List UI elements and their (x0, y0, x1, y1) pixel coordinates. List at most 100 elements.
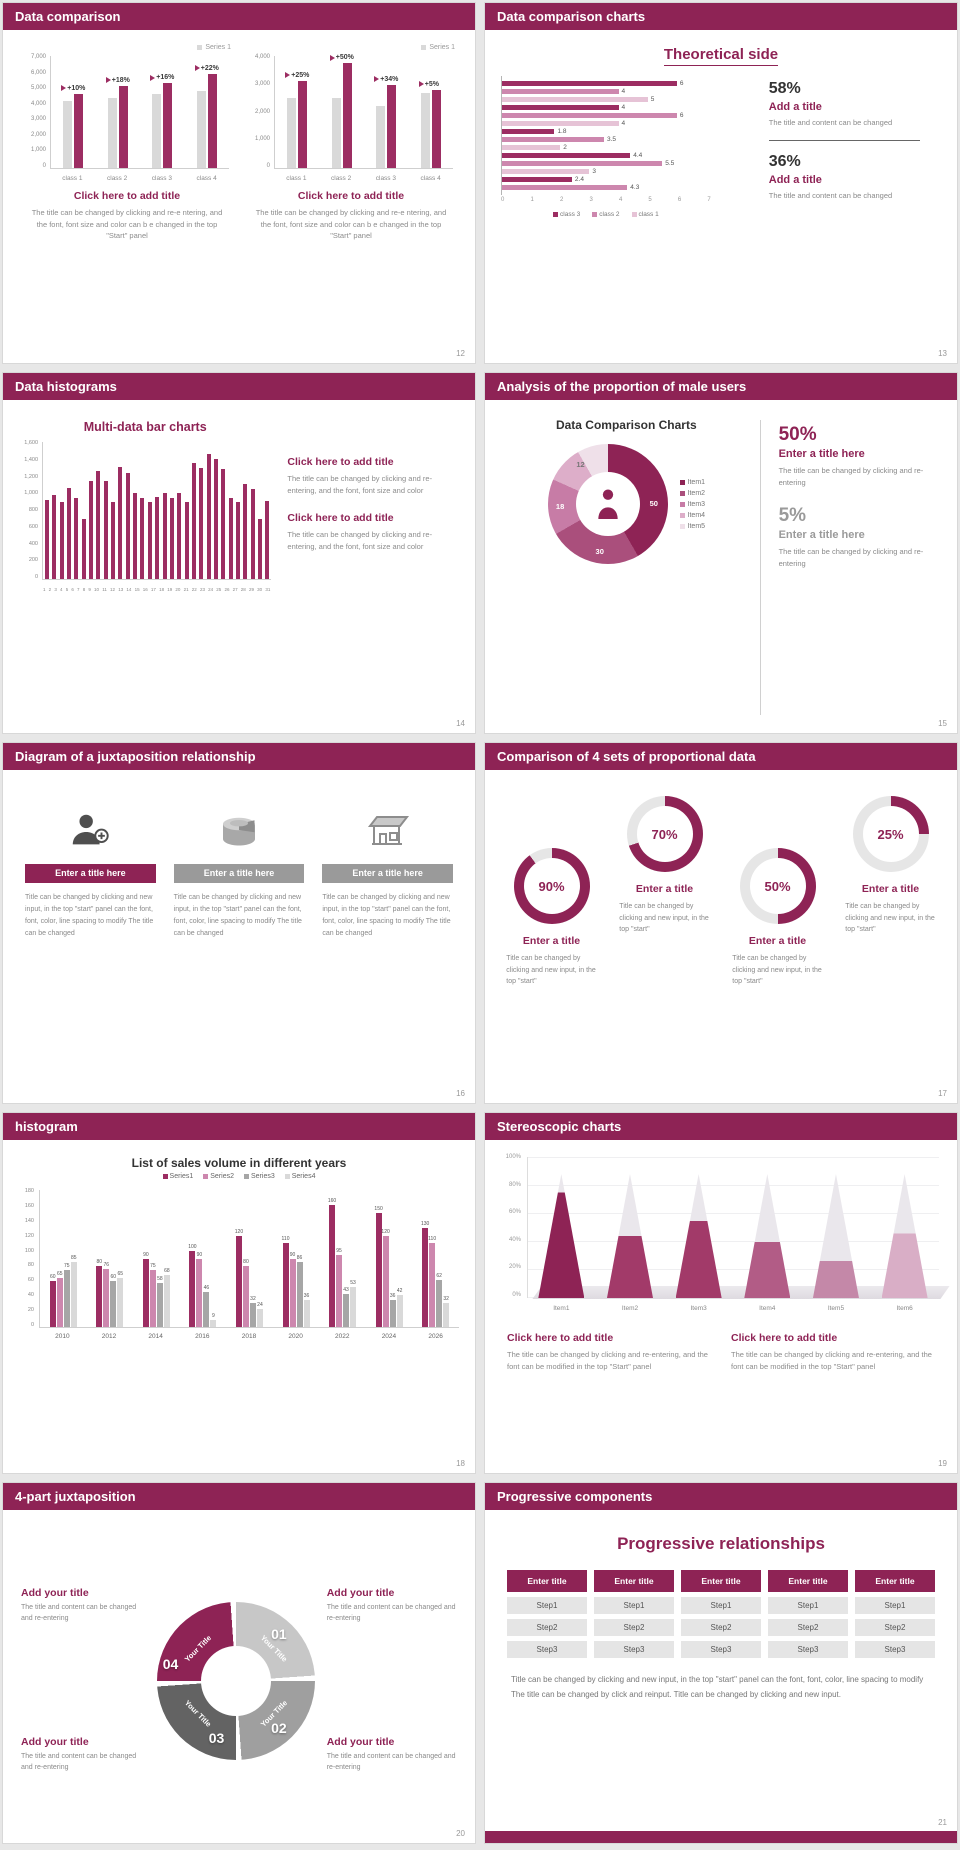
feature-column: Enter a title here Title can be changed b… (322, 790, 454, 1103)
bar-wrap: 32 (443, 1190, 450, 1327)
ring-description: Title can be changed by clicking and new… (619, 903, 709, 934)
bar (59, 501, 64, 579)
x-tick-label: 31 (265, 587, 271, 592)
feature-title-bar: Enter a title here (322, 864, 454, 883)
bar (282, 1243, 289, 1327)
x-axis-labels: class 1 class 2 class 3 class 4 (274, 175, 453, 182)
y-axis-labels: 4,000 3,000 2,000 1,000 0 (247, 54, 273, 169)
block-body: The title can be changed by clicking and… (255, 208, 447, 241)
bar-wrap: 42 (396, 1190, 403, 1327)
x-tick-label: 29 (248, 587, 254, 592)
legend-swatch (631, 212, 637, 217)
bar (396, 1295, 403, 1327)
page-number: 16 (456, 1089, 465, 1098)
wheel-center (200, 1645, 271, 1716)
slide-body: Multi-data bar charts 1,600 1,400 1,200 1,0… (3, 400, 475, 733)
hbar-value: 1.8 (557, 128, 567, 135)
y-axis-labels: 180 160 140 120 100 80 60 40 20 0 (19, 1188, 37, 1328)
hbar-row: 2.4 (502, 176, 751, 183)
bar (389, 1299, 396, 1327)
bar (257, 519, 262, 579)
hbar-value: 4 (621, 88, 626, 95)
slide-title-bar: Diagram of a juxtaposition relationship (3, 743, 475, 770)
legend-label: Series3 (251, 1173, 275, 1180)
x-axis-labels: 1 2 3 4 5 6 7 8 9 10 11 12 13 14 15 16 17 18 19 20 21 22 23 24 2… (42, 587, 271, 592)
base-bar (196, 91, 206, 168)
legend-swatch (244, 1174, 249, 1179)
legend-item: class 1 (631, 211, 659, 218)
growth-label: +22% (194, 65, 219, 72)
legend-swatch (592, 212, 598, 217)
slide-title: Data comparison (15, 9, 121, 24)
x-tick-label: 1 (530, 197, 534, 203)
growth-value: +5% (424, 80, 439, 88)
x-tick-label: 0 (501, 197, 505, 203)
legend-item: Series2 (203, 1173, 234, 1180)
bar-wrap: 75 (63, 1190, 70, 1327)
hbar-value: 3 (592, 168, 597, 175)
bar (249, 1302, 256, 1327)
x-tick-label: Item1 (553, 1305, 570, 1312)
slide-13-data-comparison-charts[interactable]: Data comparison charts Theoretical side … (484, 2, 958, 364)
bar-wrap: 85 (70, 1190, 77, 1327)
stats-column: 50% Enter a title here The title can be ch… (759, 420, 957, 715)
ring-percent: 70% (651, 826, 678, 842)
bar (118, 466, 123, 579)
block-title: Click here to add title (73, 190, 181, 202)
value-bar (431, 89, 441, 168)
bar-rows: 6 4 5 4 6 4 1.8 3.5 2 4.4 5.5 3 2.4 4.3 (501, 76, 751, 195)
slide-18-histogram[interactable]: histogram List of sales volume in differ… (2, 1112, 476, 1474)
y-tick-label: 800 (28, 507, 38, 513)
bar-wrap: 62 (436, 1190, 443, 1327)
slide-14-data-histograms[interactable]: Data histograms Multi-data bar charts 1,… (2, 372, 476, 734)
y-tick-label: 4,000 (254, 54, 270, 60)
legend-label: Series2 (210, 1173, 234, 1180)
bar-value: 85 (70, 1255, 77, 1262)
hbar (502, 177, 572, 182)
slide-12-data-comparison[interactable]: Data comparison Series 1 7,000 6,000 5,000… (2, 2, 476, 364)
step-box: Step3 (681, 1641, 761, 1658)
bar (96, 471, 101, 579)
page-number: 12 (456, 349, 465, 358)
x-tick-label: class 3 (375, 175, 396, 182)
hbar (502, 113, 677, 118)
step-box: Step3 (507, 1641, 587, 1658)
slide-21-progressive-components[interactable]: Progressive components Progressive relat… (484, 1482, 958, 1844)
text-block: Add your title The title and content can… (323, 1587, 461, 1625)
slide-20-4-part-juxtaposition[interactable]: 4-part juxtaposition Add your title The … (2, 1482, 476, 1844)
bar (89, 480, 94, 579)
y-tick-label: 1,200 (24, 473, 38, 480)
step-box: Step2 (768, 1619, 848, 1636)
hbar (502, 121, 619, 126)
page-number: 21 (938, 1818, 947, 1827)
y-tick-label: 3,000 (30, 116, 46, 123)
legend-label: Item5 (687, 522, 706, 530)
slide-16-juxtaposition-relationship[interactable]: Diagram of a juxtaposition relationship … (2, 742, 476, 1104)
slide-body: Enter a title here Title can be changed b… (3, 770, 475, 1103)
step-box: Step3 (594, 1641, 674, 1658)
chart-legend: Series 1 (23, 42, 231, 52)
legend-swatch (197, 44, 203, 50)
slide-title: Stereoscopic charts (497, 1119, 622, 1134)
slide-17-proportional-data[interactable]: Comparison of 4 sets of proportional dat… (484, 742, 958, 1104)
cone-row (527, 1154, 939, 1298)
person-plus-icon (25, 790, 156, 864)
bar-group: 120 80 32 24 (235, 1190, 263, 1327)
stat-percent: 36% (768, 153, 801, 171)
bar (156, 1282, 163, 1327)
flag-icon (150, 74, 156, 81)
bar-wrap: 36 (389, 1190, 396, 1327)
cone (744, 1174, 791, 1298)
slide-19-stereoscopic-charts[interactable]: Stereoscopic charts 100% 80% 60% 40% 20% 0% It… (484, 1112, 958, 1474)
bar (242, 1266, 249, 1327)
stat-description: The title can be changed by clicking and… (778, 547, 924, 568)
horizontal-bar-chart: 6 4 5 4 6 4 1.8 3.5 2 4.4 5.5 3 2.4 4.3 0 1 2 3 4 5 6 7 clas… (501, 76, 751, 218)
bar-value: 53 (350, 1279, 356, 1286)
legend-swatch (679, 479, 685, 485)
y-tick-label: 120 (24, 1232, 34, 1239)
text-block: Add your title The title and content can… (323, 1736, 461, 1774)
slide-15-male-users-proportion[interactable]: Analysis of the proportion of male users… (484, 372, 958, 734)
hbar (502, 153, 631, 158)
bar (250, 489, 255, 579)
step-box: Step2 (594, 1619, 674, 1636)
